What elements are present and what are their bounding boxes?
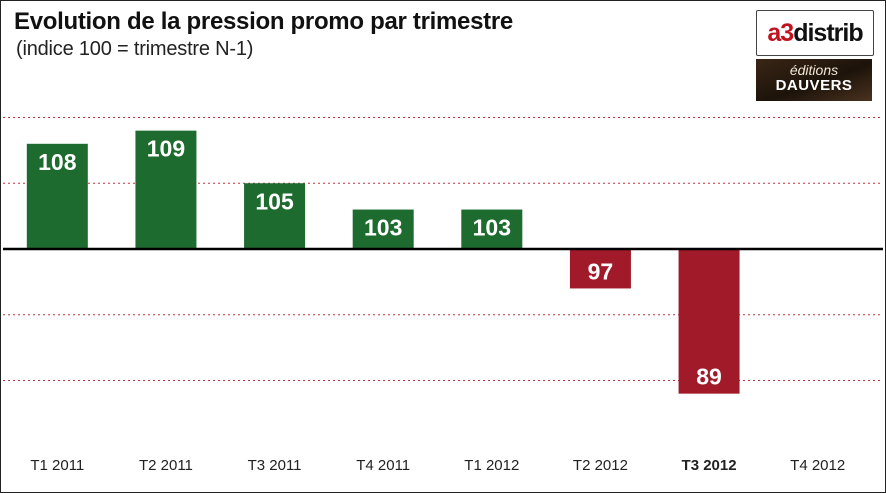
- category-label: T4 2011: [356, 457, 410, 474]
- chart-subtitle: (indice 100 = trimestre N-1): [16, 38, 254, 60]
- bar-value-label: 105: [255, 188, 294, 214]
- a3distrib-logo-a3: a3: [767, 18, 794, 47]
- category-label: T3 2011: [248, 457, 302, 474]
- bar-value-label: 97: [588, 258, 614, 284]
- bar: [569, 249, 631, 289]
- bar: [244, 183, 306, 249]
- bar: [135, 130, 197, 249]
- category-label: T1 2012: [464, 457, 519, 474]
- dauvers-logo-name: DAUVERS: [775, 77, 853, 94]
- bar-value-label: 89: [696, 364, 722, 390]
- bar: [678, 249, 740, 394]
- category-label: T3 2012: [682, 457, 737, 474]
- bar: [26, 143, 88, 249]
- bar-value-label: 108: [38, 149, 77, 175]
- chart-title: Evolution de la pression promo par trime…: [14, 8, 513, 35]
- bar-value-label: 103: [364, 215, 402, 241]
- a3distrib-logo-distrib: distrib: [793, 18, 863, 47]
- category-label: T2 2011: [139, 457, 193, 474]
- bar-value-label: 109: [147, 136, 185, 162]
- category-label: T2 2012: [573, 457, 628, 474]
- bar-value-label: 103: [473, 215, 511, 241]
- dauvers-logo-editions: éditions: [789, 62, 839, 78]
- bar: [352, 209, 414, 249]
- category-label: T4 2012: [790, 457, 845, 474]
- category-label: T1 2011: [30, 457, 84, 474]
- dauvers-logo: éditions DAUVERS: [756, 59, 872, 101]
- bar: [461, 209, 523, 249]
- a3distrib-logo: a3 distrib: [756, 10, 874, 56]
